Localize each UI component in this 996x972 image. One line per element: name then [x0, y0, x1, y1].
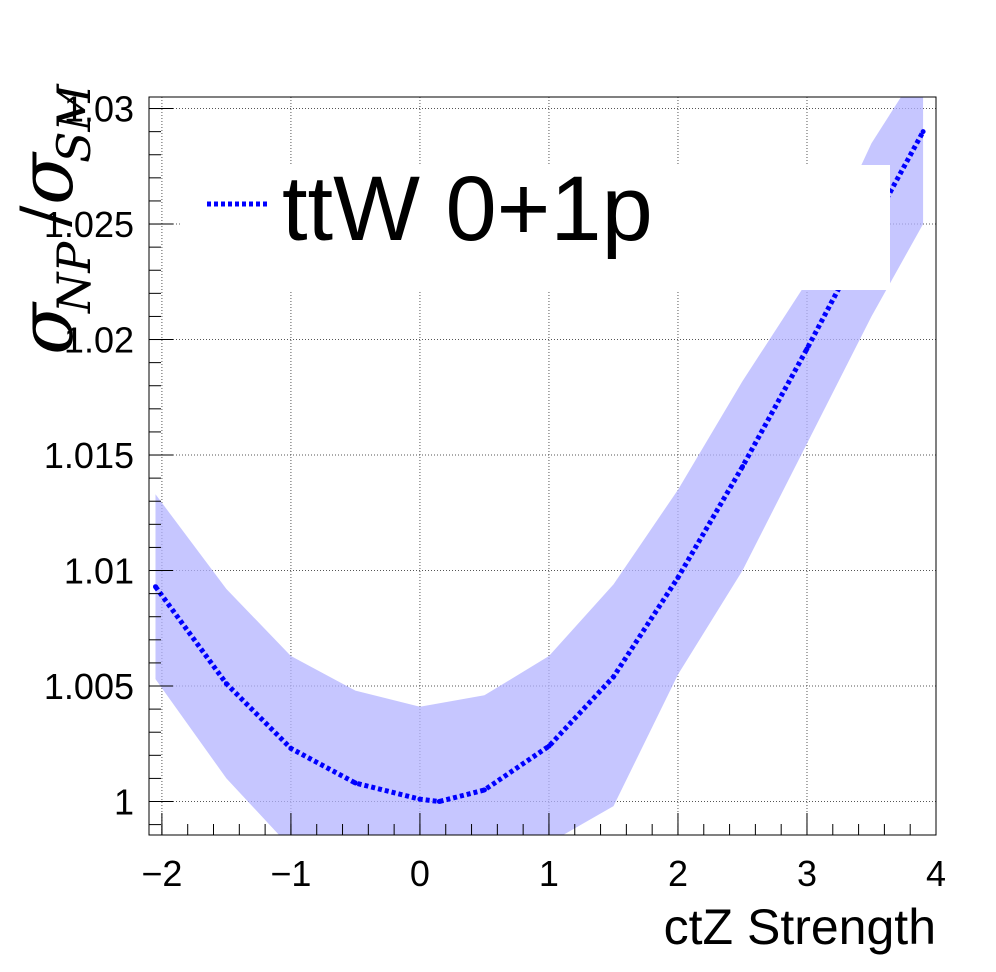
- legend: ttW 0+1p: [180, 158, 890, 290]
- plot-frame: [148, 96, 937, 836]
- series-layer: [153, 129, 926, 804]
- series-point: [288, 745, 294, 751]
- y-tick-label: 1: [114, 782, 134, 823]
- uncertainty-band: [155, 97, 924, 835]
- series-point: [675, 575, 681, 580]
- series-point: [804, 346, 810, 352]
- y-tick-label: 1.02: [64, 320, 134, 361]
- series-point: [611, 674, 616, 680]
- y-tick-labels: 1 1.005 1.01 1.015 1.02 1.025 1.03: [44, 89, 134, 823]
- x-tick-label: 0: [410, 853, 430, 894]
- y-axis-title-sm-subscript: SM: [47, 82, 101, 163]
- y-axis-title: σ NP / σ SM: [1, 82, 101, 355]
- series-point: [920, 129, 926, 135]
- x-tick-label: 1: [539, 853, 559, 894]
- series-point: [153, 584, 158, 590]
- legend-box: [180, 165, 890, 290]
- y-tick-label: 1.015: [44, 435, 134, 476]
- x-axis-title: ctZ Strength: [664, 899, 936, 955]
- x-tick-label: 3: [797, 853, 817, 894]
- series-line: [153, 130, 926, 804]
- series-point: [740, 464, 745, 470]
- series-point: [436, 799, 442, 804]
- x-tick-label: −1: [270, 853, 311, 894]
- x-tick-label: 4: [926, 853, 946, 894]
- x-tick-label: 2: [668, 853, 688, 894]
- y-tick-label: 1.03: [64, 89, 134, 130]
- x-tick-label: −2: [141, 853, 182, 894]
- series-point: [546, 743, 552, 749]
- y-axis-title-slash: /: [8, 205, 82, 227]
- y-tick-label: 1.005: [44, 666, 134, 707]
- series-point: [352, 780, 358, 786]
- axis-ticks: [149, 108, 937, 835]
- uncertainty-band-layer: [155, 97, 924, 835]
- y-tick-label: 1.01: [64, 551, 134, 592]
- series-point: [417, 796, 423, 802]
- x-tick-labels: −2 −1 0 1 2 3 4: [141, 853, 946, 894]
- y-axis-title-sigma-np: σ: [1, 301, 90, 355]
- series-point: [223, 681, 229, 687]
- y-axis-title-sigma-sm: σ: [1, 151, 90, 205]
- y-axis-title-np-subscript: NP: [47, 241, 101, 314]
- legend-label: ttW 0+1p: [282, 158, 653, 260]
- series-point: [481, 787, 487, 793]
- y-tick-label: 1.025: [44, 204, 134, 245]
